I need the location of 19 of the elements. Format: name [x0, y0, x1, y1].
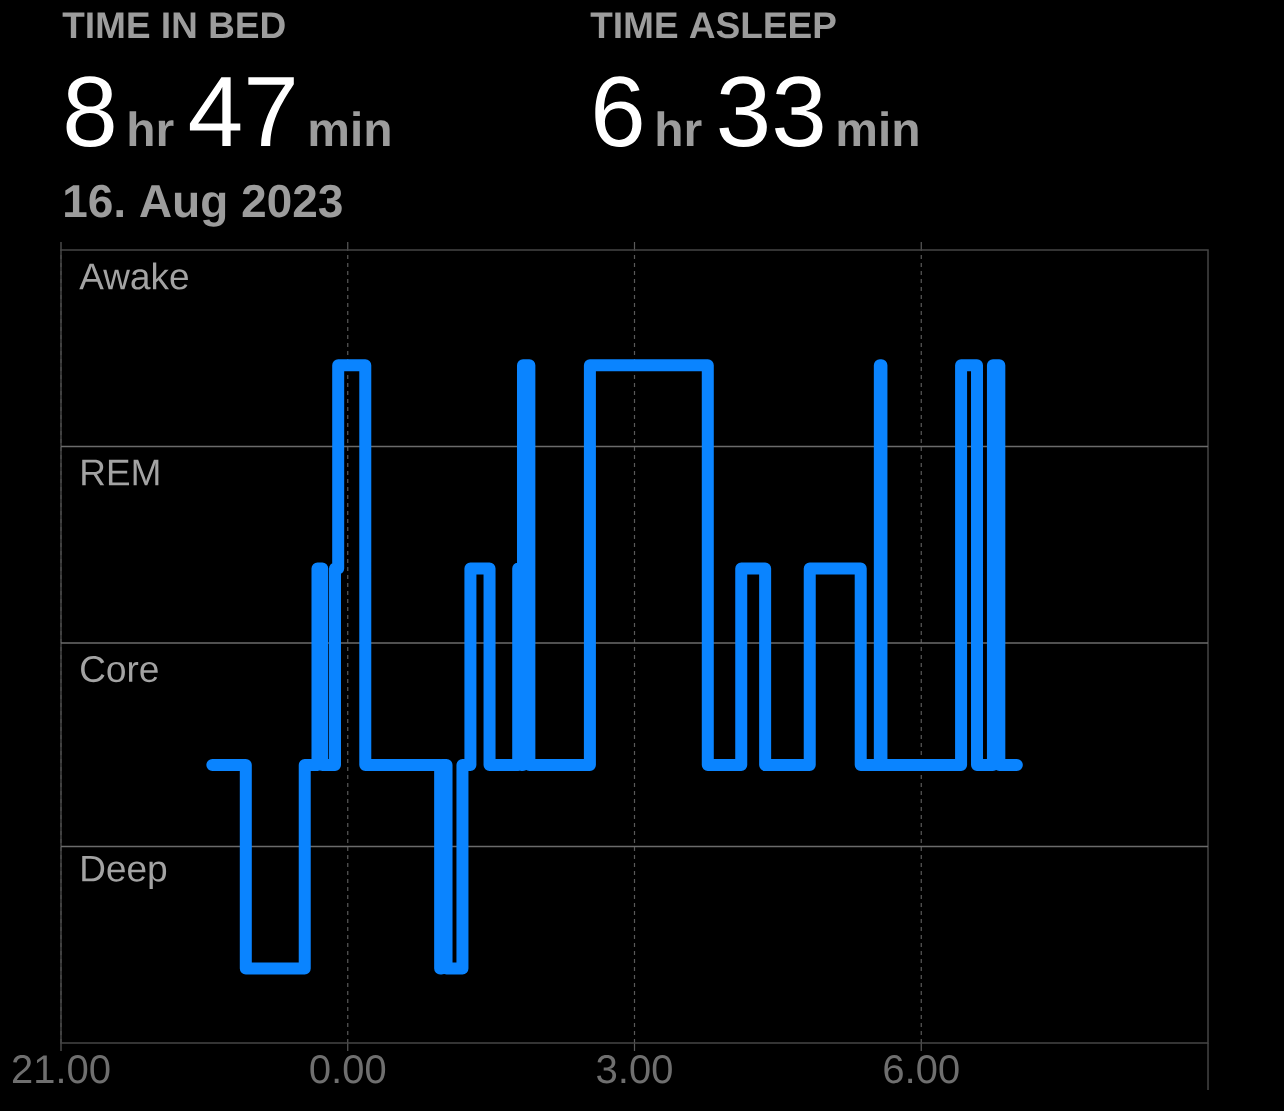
text: hr [129, 111, 174, 146]
x-tick-label: 3.00 [597, 1055, 672, 1084]
text: 47 [189, 77, 294, 146]
text: min [310, 111, 390, 146]
x-tick-label: 0.00 [310, 1055, 386, 1084]
text: TIME ASLEEP [590, 12, 836, 39]
text: 33 [719, 76, 823, 147]
x-tick-label: 21.00 [12, 1055, 110, 1084]
text: 16. Aug 2023 [65, 184, 342, 227]
text: Awake [79, 262, 188, 290]
text: hr [657, 111, 702, 146]
text: 8 [66, 76, 114, 147]
text: TIME IN BED [62, 12, 285, 38]
annotation: REM [82, 459, 159, 486]
text: 6 [595, 76, 642, 147]
text: min [838, 111, 918, 146]
annotation: Core [81, 656, 158, 683]
annotation: Deep [82, 855, 167, 889]
x-tick-label: 6.00 [884, 1055, 959, 1084]
